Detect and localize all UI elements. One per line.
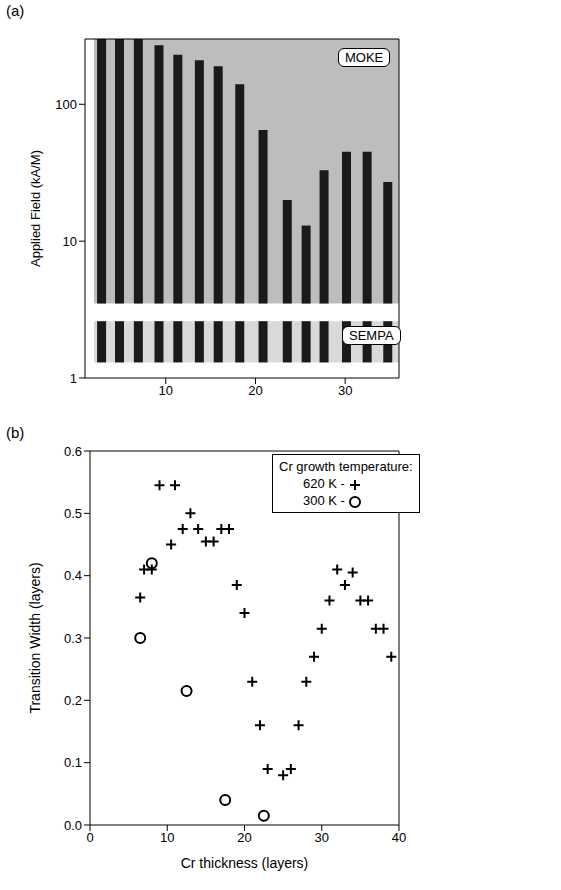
html-text:300 K -: 300 K - [303,493,345,508]
html-text:(b): (b) [6,424,25,441]
svg-text:40: 40 [392,830,406,845]
svg-text:20: 20 [248,383,262,398]
svg-text:0: 0 [86,830,93,845]
svg-text:10: 10 [160,830,174,845]
svg-text:Applied Field (kA/M): Applied Field (kA/M) [28,150,43,267]
svg-text:30: 30 [338,383,352,398]
svg-text:Cr thickness (layers): Cr thickness (layers) [181,855,309,871]
svg-text:1: 1 [70,371,77,386]
svg-text:100: 100 [55,97,77,112]
html-text:620 K -: 620 K - [303,476,345,491]
svg-text:0.6: 0.6 [64,444,82,459]
svg-text:0.2: 0.2 [64,693,82,708]
html-text:MOKE: MOKE [345,50,384,65]
svg-text:0.0: 0.0 [64,818,82,833]
svg-text:Transition Width (layers): Transition Width (layers) [27,562,43,713]
svg-text:0.5: 0.5 [64,506,82,521]
svg-text:20: 20 [237,830,251,845]
html-text:(a): (a) [6,2,25,19]
svg-text:10: 10 [63,234,77,249]
html-text:Cr growth temperature:: Cr growth temperature: [279,459,413,474]
html-text:SEMPA: SEMPA [349,328,394,343]
svg-text:0.3: 0.3 [64,631,82,646]
svg-text:30: 30 [315,830,329,845]
svg-text:0.1: 0.1 [64,755,82,770]
svg-text:10: 10 [159,383,173,398]
svg-text:0.4: 0.4 [64,568,82,583]
